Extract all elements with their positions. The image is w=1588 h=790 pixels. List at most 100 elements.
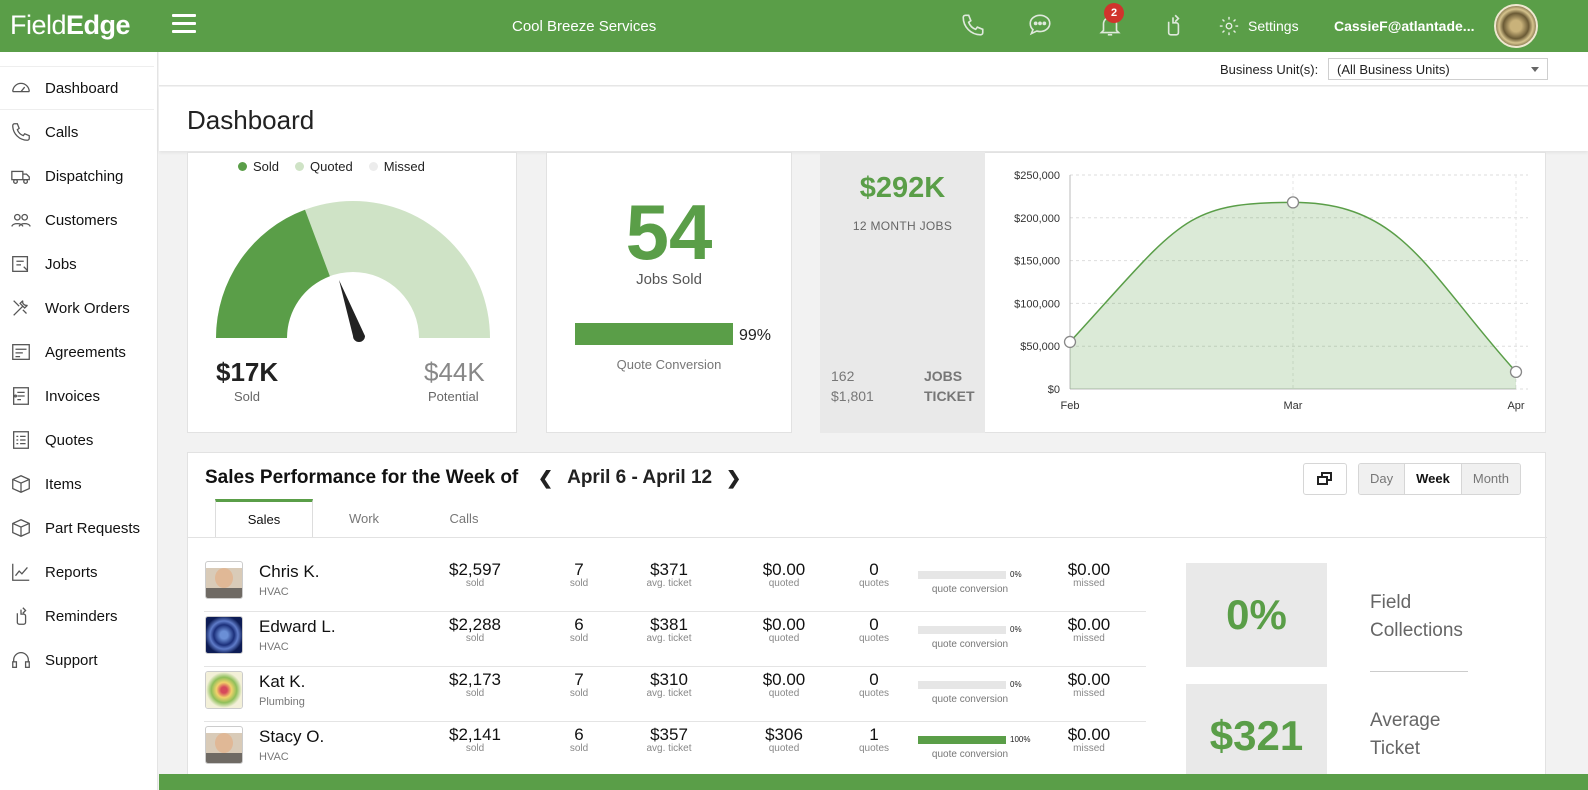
data-point	[1509, 365, 1523, 379]
sidebar-item-label: Items	[45, 475, 82, 493]
sold-amount-cell: $2,141 sold	[449, 725, 501, 754]
range-day[interactable]: Day	[1359, 464, 1406, 494]
quote-conversion-label: quote conversion	[931, 639, 1009, 650]
settings-label: Settings	[1248, 18, 1299, 34]
sales-gauge-card: Sold Quoted Missed $17K Sold $44K Potent…	[187, 152, 517, 433]
quoted-cell: $0.00 quoted	[762, 615, 806, 644]
range-week[interactable]: Week	[1405, 464, 1462, 494]
sidebar-item-reminders[interactable]: Reminders	[0, 594, 157, 638]
business-unit-label: Business Unit(s):	[1220, 62, 1319, 77]
filter-bar: Business Unit(s): (All Business Units)	[159, 52, 1588, 86]
quote-conversion-label: quote conversion	[931, 694, 1009, 705]
phone-icon	[12, 123, 30, 141]
sidebar-item-label: Calls	[45, 123, 79, 141]
top-bar: FieldEdge Cool Breeze Services 2 Setting…	[0, 0, 1588, 52]
avg-ticket-cell: $381 avg. ticket	[646, 615, 692, 644]
gauge-sold-arc	[216, 209, 330, 338]
sold-amount-cell: $2,173 sold	[449, 670, 501, 699]
settings-button[interactable]: Settings	[1218, 15, 1299, 37]
sidebar-item-dashboard[interactable]: Dashboard	[0, 66, 157, 110]
sidebar-item-invoices[interactable]: Invoices	[0, 374, 157, 418]
quote-conversion-label: Quote Conversion	[616, 357, 722, 372]
sidebar-item-reports[interactable]: Reports	[0, 550, 157, 594]
missed-cell: $0.00 missed	[1067, 670, 1111, 699]
sales-gauge	[216, 201, 490, 342]
reports-icon	[12, 563, 30, 581]
week-range: April 6 - April 12	[567, 467, 713, 488]
expand-button[interactable]	[1303, 463, 1347, 495]
quotes-cell: 0 quotes	[858, 615, 890, 644]
sidebar-item-work-orders[interactable]: Work Orders	[0, 286, 157, 330]
quote-conversion-bar	[918, 571, 1006, 579]
phone-icon[interactable]	[960, 12, 988, 40]
tech-department: Plumbing	[259, 696, 305, 708]
data-point	[1063, 335, 1077, 349]
chevron-right-icon[interactable]: ❯	[726, 467, 742, 488]
average-ticket-box: $321	[1186, 684, 1327, 788]
sidebar-item-customers[interactable]: Customers	[0, 198, 157, 242]
quote-conversion-bar	[918, 736, 1006, 744]
avg-ticket-cell: $357 avg. ticket	[646, 725, 692, 754]
chevron-left-icon[interactable]: ❮	[538, 467, 554, 488]
y-tick-label: $50,000	[1020, 341, 1060, 353]
avatar	[205, 561, 243, 599]
sidebar-item-items[interactable]: Items	[0, 462, 157, 506]
agreements-icon	[12, 344, 30, 360]
avg-ticket-cell: $310 avg. ticket	[646, 670, 692, 699]
menu-icon[interactable]	[172, 14, 196, 34]
table-row[interactable]: Chris K. HVAC $2,597 sold 7 sold $371 avg. tick…	[204, 557, 1146, 612]
jobs-label: JOBS	[924, 368, 963, 384]
sidebar: Dashboard Calls Dispatching Customers Jobs Wo…	[0, 52, 158, 790]
tech-department: HVAC	[259, 641, 289, 653]
quote-conversion-percent: 0%	[1010, 625, 1022, 634]
tab-work[interactable]: Work	[348, 511, 380, 526]
avatar	[205, 616, 243, 654]
jobs-count: 162	[831, 368, 855, 384]
sidebar-item-label: Jobs	[45, 255, 77, 273]
table-row[interactable]: Kat K. Plumbing $2,173 sold 7 sold $310 avg. ti…	[204, 667, 1146, 722]
sidebar-item-calls[interactable]: Calls	[0, 110, 157, 154]
user-menu[interactable]: CassieF@atlantade...	[1334, 18, 1475, 34]
sales-performance-title: Sales Performance for the Week of	[205, 467, 519, 488]
sidebar-item-part-requests[interactable]: Part Requests	[0, 506, 157, 550]
sidebar-item-dispatching[interactable]: Dispatching	[0, 154, 157, 198]
tab-calls[interactable]: Calls	[449, 511, 479, 526]
gear-icon	[1219, 16, 1239, 36]
avatar[interactable]	[1494, 4, 1538, 48]
quote-conversion-label: quote conversion	[931, 749, 1009, 760]
week-navigator: ❮ April 6 - April 12 ❯	[538, 467, 741, 489]
sold-amount-cell: $2,597 sold	[449, 560, 501, 589]
page-title: Dashboard	[187, 105, 315, 135]
sidebar-item-quotes[interactable]: Quotes	[0, 418, 157, 462]
quote-conversion-label: quote conversion	[931, 584, 1009, 595]
sold-count-cell: 7 sold	[569, 560, 589, 589]
company-name: Cool Breeze Services	[512, 18, 657, 35]
quotes-cell: 0 quotes	[858, 670, 890, 699]
ticket-label: TICKET	[924, 388, 975, 404]
twelve-month-stats: $292K 12 MONTH JOBS 162 JOBS $1,801 TICK…	[820, 152, 985, 433]
x-tick-label: Apr	[1507, 400, 1524, 412]
speedometer-icon	[12, 82, 30, 93]
quote-conversion-percent: 0%	[1010, 680, 1022, 689]
sidebar-item-jobs[interactable]: Jobs	[0, 242, 157, 286]
sidebar-item-support[interactable]: Support	[0, 638, 157, 682]
average-ticket-value: $321	[1209, 712, 1304, 759]
table-row[interactable]: Stacy O. HVAC $2,141 sold 6 sold $357 avg. tick…	[204, 722, 1146, 777]
chat-icon[interactable]	[1027, 12, 1055, 40]
range-toggle: Day Week Month	[1358, 463, 1521, 495]
legend-sold: Sold	[238, 159, 279, 174]
range-month[interactable]: Month	[1461, 464, 1520, 494]
reminder-icon[interactable]	[1160, 12, 1188, 40]
business-unit-select[interactable]: (All Business Units)	[1328, 58, 1548, 80]
sold-label: Sold	[234, 389, 261, 404]
table-row[interactable]: Edward L. HVAC $2,288 sold 6 sold $381 avg. tic…	[204, 612, 1146, 667]
y-tick-label: $100,000	[1014, 298, 1060, 310]
field-collections-label: Field Collections	[1370, 592, 1463, 641]
potential-label: Potential	[428, 389, 479, 404]
revenue-area-chart: $0 $50,000 $100,000 $150,000 $200,000 $250,00…	[1014, 170, 1528, 412]
fieldedge-logo[interactable]: FieldEdge	[10, 10, 131, 40]
notification-badge: 2	[1104, 3, 1124, 23]
tab-sales[interactable]: Sales	[215, 499, 313, 537]
sales-performance-panel: Sales Performance for the Week of ❮ Apri…	[187, 452, 1547, 790]
sidebar-item-agreements[interactable]: Agreements	[0, 330, 157, 374]
